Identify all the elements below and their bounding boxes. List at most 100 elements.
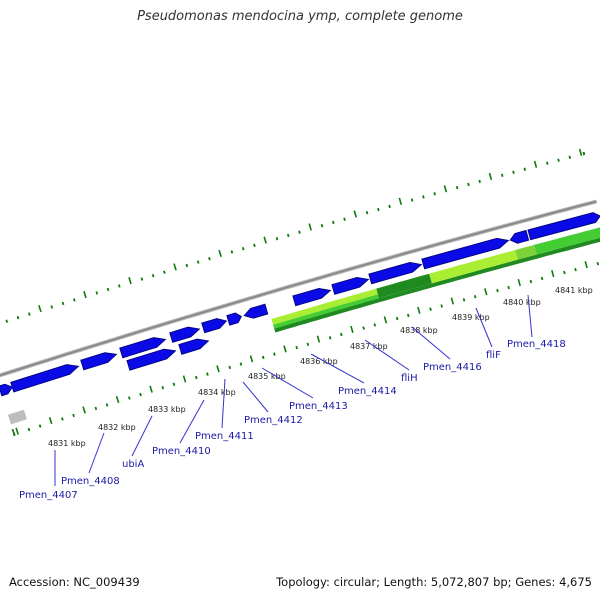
inner-tick <box>194 375 198 380</box>
inner-tick <box>496 288 499 293</box>
inner-tick <box>450 297 455 305</box>
inner-tick <box>172 382 176 386</box>
outer-tick <box>332 220 335 225</box>
inner-tick <box>249 355 254 363</box>
outer-tick <box>253 243 256 248</box>
outer-tick <box>377 207 380 212</box>
outer-tick <box>38 305 42 313</box>
outer-tick <box>488 172 493 181</box>
inner-tick <box>406 313 410 318</box>
cds-arrow <box>243 303 269 319</box>
gene-label: Pmen_4407 <box>19 490 78 501</box>
gene-label: Pmen_4414 <box>338 386 397 397</box>
cds-arrow <box>80 352 118 371</box>
inner-tick <box>115 395 120 404</box>
inner-tick <box>139 392 142 397</box>
cds-track <box>0 212 600 397</box>
backbone-ring <box>0 199 597 378</box>
inner-tick <box>128 396 131 400</box>
kbp-labels: 4831 kbp 4832 kbp 4833 kbp 4834 kbp 4835 kbp… <box>48 286 593 448</box>
outer-tick <box>128 277 132 285</box>
gene-label: Pmen_4411 <box>195 431 254 442</box>
cds-arrow <box>509 229 530 244</box>
kbp-label: 4837 kbp <box>350 342 388 351</box>
green-block <box>534 227 600 255</box>
outer-tick <box>286 233 290 238</box>
outer-tick <box>208 256 211 261</box>
inner-tick <box>61 417 64 421</box>
gene-label: Pmen_4412 <box>244 415 303 426</box>
inner-tick <box>563 270 566 275</box>
inner-tick <box>228 365 232 370</box>
gene-label: Pmen_4416 <box>423 362 482 373</box>
grey-feature <box>7 409 27 425</box>
inner-tick <box>473 295 477 299</box>
outer-tick <box>151 273 155 278</box>
kbp-label: 4833 kbp <box>148 405 186 414</box>
inner-tick <box>261 355 265 360</box>
outer-tick <box>353 210 357 218</box>
inner-tick <box>239 362 243 366</box>
outer-tick <box>263 236 267 244</box>
outer-tick <box>512 170 515 174</box>
cds-arrow <box>126 348 177 371</box>
outer-tick <box>533 160 538 168</box>
outer-tick <box>546 161 549 165</box>
inner-tick <box>306 342 310 346</box>
inner-tick <box>362 326 365 330</box>
outer-tick <box>557 158 560 162</box>
outer-tick <box>433 192 436 196</box>
outer-tick <box>61 301 65 306</box>
inner-tick <box>340 332 343 337</box>
kbp-label: 4834 kbp <box>198 388 236 397</box>
outer-tick <box>173 263 177 271</box>
outer-tick <box>478 179 481 184</box>
inner-tick <box>373 323 377 327</box>
inner-tick <box>462 298 466 302</box>
cds-arrow <box>178 338 210 355</box>
outer-tick <box>185 263 189 268</box>
outer-tick <box>196 260 200 264</box>
outer-tick <box>523 167 527 171</box>
inner-tick <box>82 406 86 414</box>
inner-tick <box>350 325 354 333</box>
kbp-label: 4831 kbp <box>48 439 86 448</box>
inner-tick <box>206 372 209 376</box>
cds-arrow <box>421 237 510 270</box>
genome-summary: Topology: circular; Length: 5,072,807 bp… <box>276 575 592 589</box>
outer-tick <box>83 290 87 299</box>
outer-tick <box>106 287 110 292</box>
inner-tick <box>383 316 388 324</box>
outer-tick <box>27 312 31 316</box>
inner-tick <box>395 316 399 321</box>
gene-leader <box>179 399 205 444</box>
cds-arrow <box>292 287 332 307</box>
outer-tick <box>455 185 459 190</box>
outer-tick <box>422 195 425 199</box>
gene-leader <box>221 378 226 429</box>
cds-arrow <box>331 276 370 295</box>
inner-tick <box>540 276 544 281</box>
inner-tick <box>94 406 98 411</box>
inner-tick <box>105 403 109 407</box>
cds-arrow <box>0 383 14 397</box>
dark-green-band <box>274 237 600 333</box>
inner-tick <box>429 307 432 311</box>
outer-tick <box>500 173 504 177</box>
outer-tick <box>568 155 572 159</box>
kbp-label: 4841 kbp <box>555 286 593 295</box>
feature-track <box>7 227 600 425</box>
gene-label: Pmen_4408 <box>61 476 120 487</box>
mid-green-block <box>515 244 537 260</box>
gene-leader <box>310 353 365 384</box>
outer-tick <box>241 246 245 251</box>
outer-tick <box>578 148 583 156</box>
gene-leader <box>242 381 269 413</box>
inner-tick <box>15 427 19 435</box>
outer-tick <box>218 249 222 257</box>
cds-arrow <box>169 326 201 343</box>
outer-tick <box>298 230 301 234</box>
outer-tick <box>16 315 20 320</box>
